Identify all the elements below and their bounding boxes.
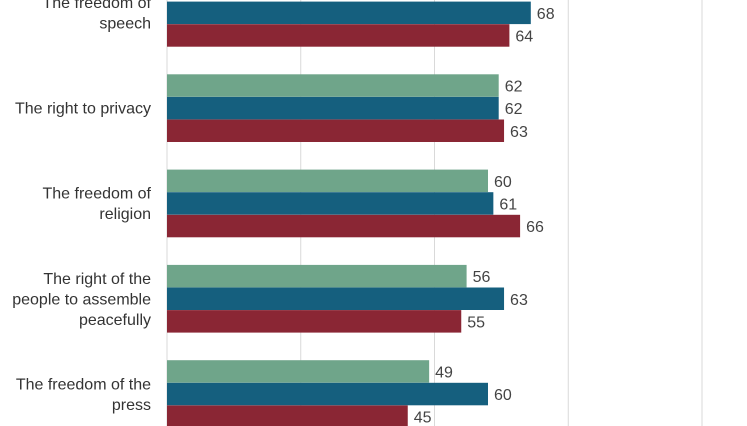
- data-label: 68: [537, 6, 555, 23]
- bar: [167, 1, 531, 25]
- data-label: 49: [435, 364, 453, 381]
- category-label: The right of the: [43, 271, 151, 288]
- bar: [167, 405, 408, 426]
- data-label: 63: [510, 124, 528, 141]
- bar: [167, 119, 505, 142]
- category-label: speech: [99, 16, 151, 33]
- bar: [167, 96, 499, 120]
- bar: [167, 264, 467, 288]
- category-label: The freedom of: [43, 0, 152, 12]
- bar: [167, 169, 488, 193]
- bar: [167, 192, 494, 215]
- category-label: The freedom of: [43, 186, 152, 203]
- bar: [167, 360, 430, 383]
- category-label: press: [112, 397, 151, 414]
- bar: [167, 287, 505, 310]
- bars: [167, 1, 531, 426]
- bar: [167, 214, 521, 238]
- data-label: 55: [467, 314, 485, 331]
- data-label: 63: [510, 292, 528, 309]
- data-label: 62: [505, 101, 523, 118]
- bar: [167, 24, 510, 47]
- category-label: The right to privacy: [15, 101, 151, 118]
- data-label: 64: [515, 28, 533, 45]
- data-label: 66: [526, 219, 544, 236]
- data-label: 62: [505, 79, 523, 96]
- bar: [167, 74, 499, 97]
- category-label: peacefully: [79, 312, 151, 329]
- category-label: people to assemble: [12, 291, 151, 308]
- category-label: The freedom of the: [16, 376, 151, 393]
- data-label: 45: [414, 410, 432, 426]
- category-label: religion: [99, 206, 151, 223]
- bar: [167, 382, 488, 406]
- data-label: 60: [494, 387, 512, 404]
- data-label: 60: [494, 174, 512, 191]
- data-label: 61: [499, 196, 517, 213]
- bar: [167, 310, 462, 333]
- data-label: 56: [473, 269, 491, 286]
